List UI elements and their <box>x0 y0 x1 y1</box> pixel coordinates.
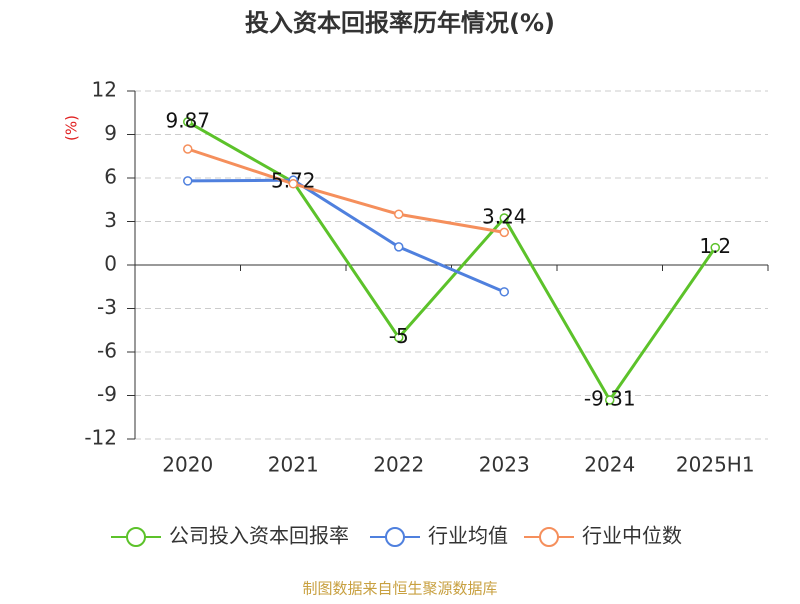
y-tick-label: -6 <box>97 339 117 363</box>
y-tick-label: 9 <box>104 121 117 145</box>
x-tick-label: 2024 <box>584 453 635 477</box>
source-note: 制图数据来自恒生聚源数据库 <box>302 580 497 598</box>
point <box>499 287 509 297</box>
point <box>394 242 404 252</box>
point <box>605 395 615 405</box>
y-tick-label: 12 <box>92 78 117 102</box>
x-tick-label: 2023 <box>479 453 530 477</box>
x-tick-label: 2020 <box>162 453 213 477</box>
point <box>183 117 193 127</box>
point <box>710 242 720 253</box>
x-tick-label: 2021 <box>268 453 319 477</box>
legend-label: 行业均值 <box>428 524 508 548</box>
x-tick-label: 2022 <box>373 453 424 477</box>
y-tick-label: -3 <box>97 295 117 319</box>
y-tick-label: 3 <box>104 208 117 232</box>
y-tick-label: -12 <box>84 426 117 450</box>
legend-label: 行业中位数 <box>582 524 682 548</box>
series-line <box>187 147 505 234</box>
y-tick-label: -9 <box>97 382 117 406</box>
legend-marker <box>385 527 405 547</box>
point <box>288 179 298 189</box>
data-label: 1.2 <box>699 234 731 258</box>
point <box>394 209 404 219</box>
x-tick-label: 2025H1 <box>676 453 755 477</box>
series-line <box>187 120 717 403</box>
point <box>499 227 509 238</box>
data-label: -5 <box>389 324 409 348</box>
point <box>394 332 404 343</box>
legend-marker <box>126 527 146 547</box>
point <box>183 176 193 186</box>
data-label: 9.87 <box>165 108 210 132</box>
point <box>499 213 509 223</box>
data-label: -9.31 <box>584 386 636 410</box>
data-label: 3.24 <box>482 205 527 229</box>
chart-title: 投入资本回报率历年情况(%) <box>245 9 555 37</box>
series-line <box>187 178 505 294</box>
y-axis-label: (%) <box>63 115 81 141</box>
y-tick-label: 6 <box>104 165 117 189</box>
legend-label: 公司投入资本回报率 <box>169 524 349 548</box>
y-tick-label: 0 <box>104 252 117 276</box>
legend-marker <box>539 527 559 547</box>
point <box>183 144 193 154</box>
